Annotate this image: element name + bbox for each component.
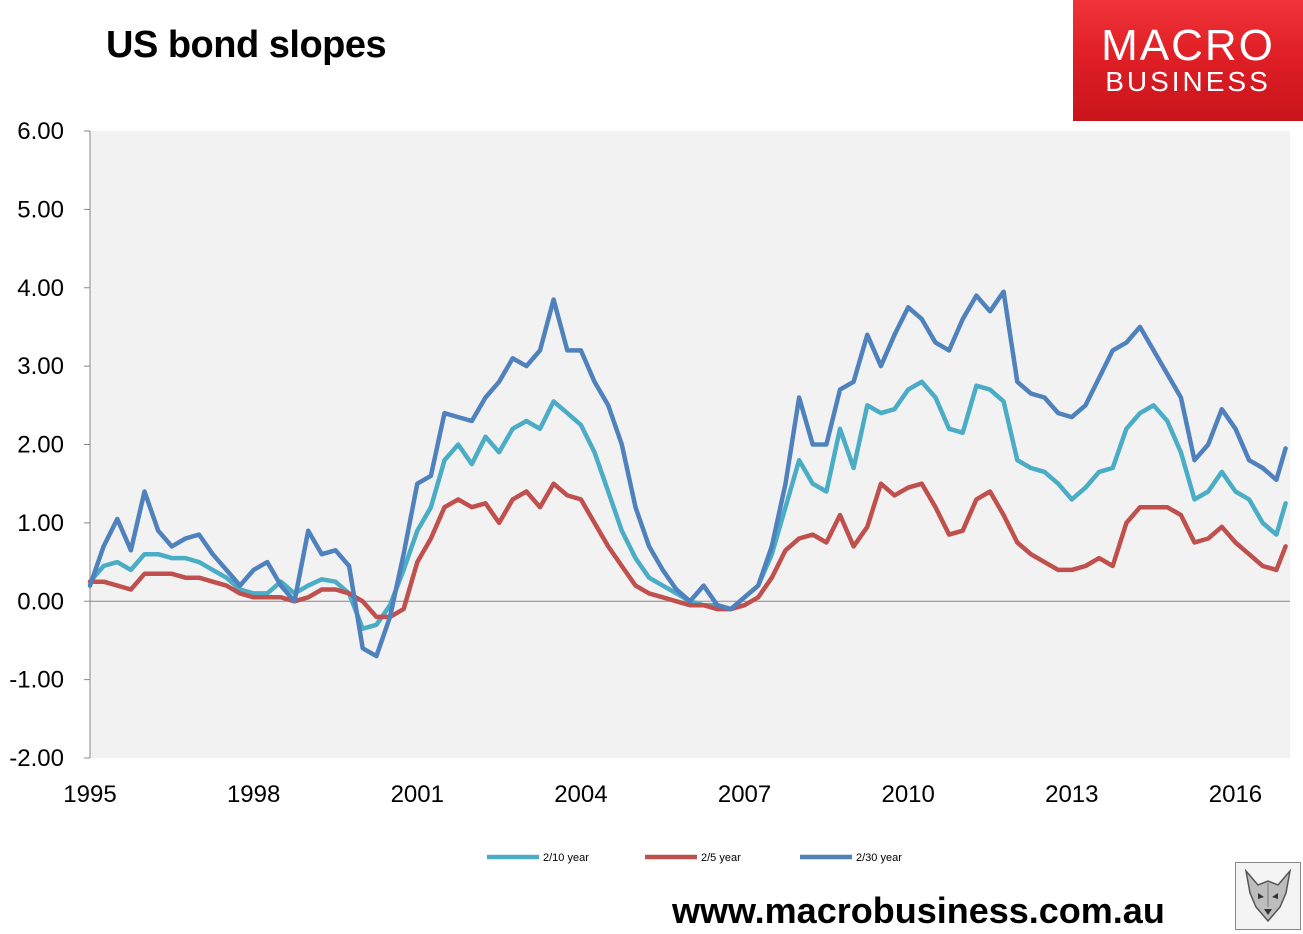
x-tick-label: 2016 xyxy=(1209,781,1262,808)
website-url: www.macrobusiness.com.au xyxy=(672,890,1165,931)
y-tick-label: 1.00 xyxy=(17,510,64,537)
y-tick-label: 6.00 xyxy=(17,118,64,145)
x-tick-label: 2013 xyxy=(1045,781,1098,808)
x-tick-label: 2007 xyxy=(718,781,771,808)
y-tick-label: 0.00 xyxy=(17,588,64,615)
logo-line-macro: MACRO xyxy=(1101,21,1275,70)
y-axis-ticks: 6.00 5.00 4.00 3.00 2.00 1.00 0.00 -1.00 -2.00 xyxy=(9,118,90,772)
y-tick-label: -2.00 xyxy=(9,745,64,772)
series-line-2-30-year xyxy=(87,289,1288,659)
x-tick-label: 2010 xyxy=(881,781,934,808)
wolf-logo xyxy=(1235,862,1301,930)
legend-label: 2/30 year xyxy=(856,852,902,864)
x-tick-label: 2001 xyxy=(391,781,444,808)
logo-line-business: BUSINESS xyxy=(1105,66,1271,97)
y-tick-label: -1.00 xyxy=(9,667,64,694)
y-tick-label: 4.00 xyxy=(17,275,64,302)
x-tick-label: 1998 xyxy=(227,781,280,808)
plot-area xyxy=(90,131,1290,758)
legend: 2/10 year 2/5 year 2/30 year xyxy=(487,852,902,864)
chart-title: US bond slopes xyxy=(106,24,387,66)
wolf-icon xyxy=(1244,868,1292,923)
series-lines xyxy=(87,289,1288,659)
legend-label: 2/10 year xyxy=(543,852,589,864)
macrobusiness-logo: MACRO BUSINESS xyxy=(1073,0,1303,121)
y-tick-label: 5.00 xyxy=(17,196,64,223)
x-axis-ticks: 1995 1998 2001 2004 2007 2010 2013 2016 xyxy=(63,781,1262,808)
series-line-2-5-year xyxy=(87,481,1288,620)
legend-label: 2/5 year xyxy=(701,852,741,864)
y-tick-label: 3.00 xyxy=(17,353,64,380)
x-tick-label: 2004 xyxy=(554,781,607,808)
y-tick-label: 2.00 xyxy=(17,432,64,459)
x-tick-label: 1995 xyxy=(63,781,116,808)
